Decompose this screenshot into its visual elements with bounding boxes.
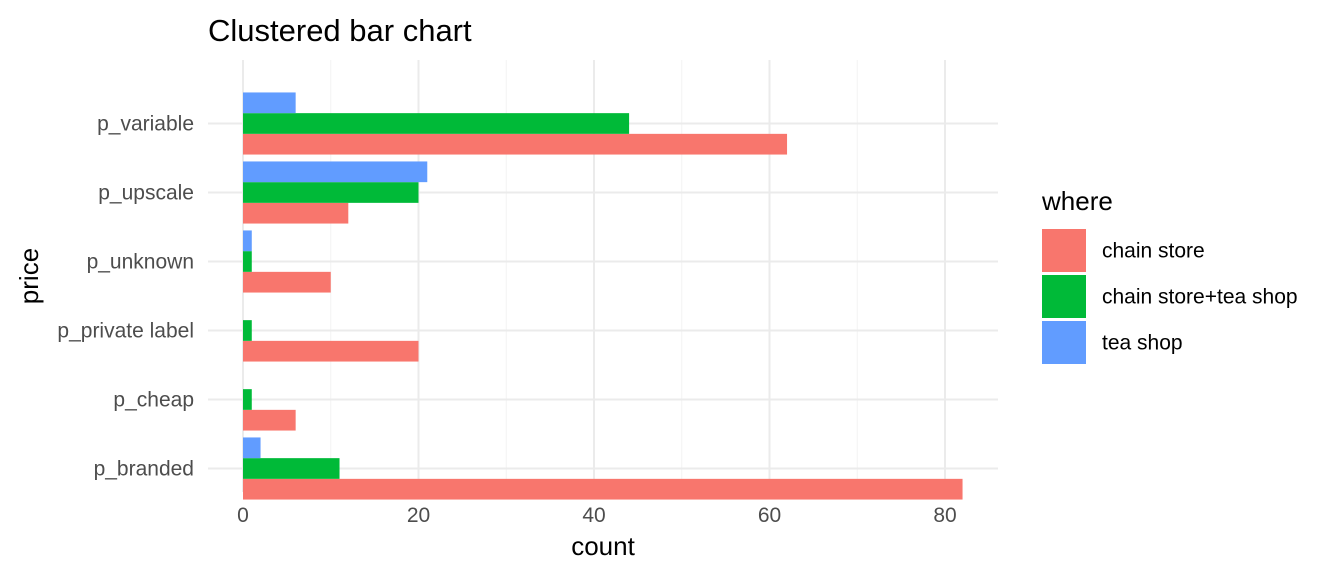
bar-tea-shop-p-unknown (243, 230, 252, 252)
legend-label: tea shop (1102, 332, 1183, 355)
y-tick-label: p_cheap (113, 389, 194, 412)
legend-label: chain store (1102, 240, 1205, 263)
y-axis-title: price (14, 248, 44, 304)
y-axis-ticks: p_branded p_cheap p_private label p_unknown… (57, 113, 194, 481)
bar-chain-store-tea-shop-p-variable (243, 113, 630, 134)
legend-key (1042, 229, 1086, 272)
bar-chain-store-p-branded (243, 478, 963, 500)
legend-key (1042, 321, 1086, 364)
chart-title: Clustered bar chart (208, 13, 472, 48)
bar-chain-store-p-unknown (243, 271, 331, 293)
bar-tea-shop-p-upscale (243, 161, 428, 183)
y-tick-label: p_upscale (98, 182, 194, 205)
bar-chain-store-tea-shop-p-cheap (243, 389, 252, 410)
legend-key (1042, 275, 1086, 318)
bar-chain-store-tea-shop-p-unknown (243, 251, 252, 272)
x-tick-label: 20 (407, 504, 430, 527)
y-tick-label: p_variable (97, 113, 194, 136)
legend: where chain store chain store+tea shop tea… (1041, 186, 1298, 364)
x-tick-label: 40 (582, 504, 605, 527)
y-tick-label: p_private label (57, 320, 194, 343)
bar-chain-store-p-cheap (243, 409, 296, 431)
y-tick-label: p_unknown (87, 251, 194, 274)
legend-title: where (1041, 186, 1113, 216)
x-tick-label: 80 (933, 504, 956, 527)
bar-chain-store-tea-shop-p-upscale (243, 182, 419, 203)
x-tick-label: 60 (758, 504, 781, 527)
bar-chain-store-tea-shop-p-private-label (243, 320, 252, 341)
x-axis-ticks: 0 20 40 60 80 (237, 504, 957, 527)
bar-chain-store-p-upscale (243, 202, 349, 224)
y-tick-label: p_branded (94, 458, 194, 481)
bar-chain-store-p-private-label (243, 340, 419, 362)
bar-chain-store-p-variable (243, 133, 788, 155)
bar-tea-shop-p-branded (243, 437, 261, 459)
legend-label: chain store+tea shop (1102, 286, 1298, 309)
bar-chain-store-tea-shop-p-branded (243, 458, 340, 479)
bar-tea-shop-p-variable (243, 92, 296, 114)
x-tick-label: 0 (237, 504, 249, 527)
plot-bars (243, 92, 963, 500)
x-axis-title: count (571, 531, 635, 561)
